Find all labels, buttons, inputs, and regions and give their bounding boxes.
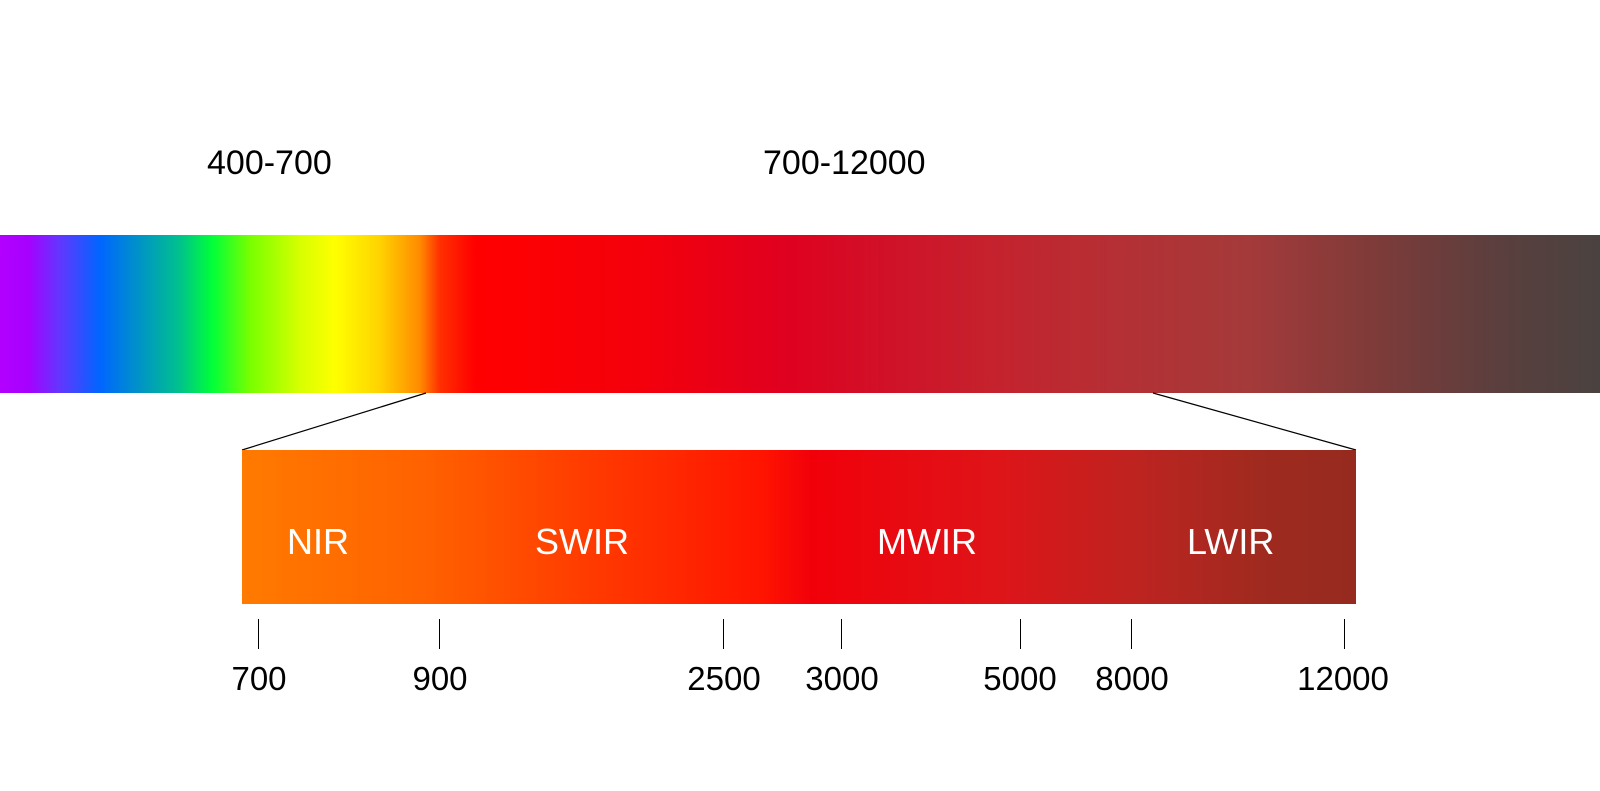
visible-range-label: 400-700: [207, 144, 332, 182]
tick-label-12000: 12000: [1297, 660, 1389, 697]
tick-label-700: 700: [231, 660, 287, 697]
band-label-swir: SWIR: [535, 521, 629, 562]
tick-label-3000: 3000: [805, 660, 879, 697]
tick-12000: [1344, 619, 1345, 649]
band-label-nir: NIR: [287, 521, 349, 562]
tick-700: [258, 619, 259, 649]
band-label-lwir: LWIR: [1187, 521, 1275, 562]
infrared-bar: [242, 450, 1356, 604]
band-label-mwir: MWIR: [877, 521, 977, 562]
tick-label-900: 900: [412, 660, 468, 697]
tick-label-8000: 8000: [1095, 660, 1169, 697]
tick-2500: [723, 619, 724, 649]
tick-label-2500: 2500: [687, 660, 761, 697]
spectrum-bar: [0, 235, 1600, 393]
tick-3000: [841, 619, 842, 649]
zoom-line-right: [1152, 392, 1357, 451]
tick-8000: [1131, 619, 1132, 649]
tick-900: [439, 619, 440, 649]
tick-label-5000: 5000: [983, 660, 1057, 697]
infrared-range-label: 700-12000: [763, 144, 926, 182]
tick-5000: [1020, 619, 1021, 649]
zoom-line-left: [241, 392, 427, 451]
